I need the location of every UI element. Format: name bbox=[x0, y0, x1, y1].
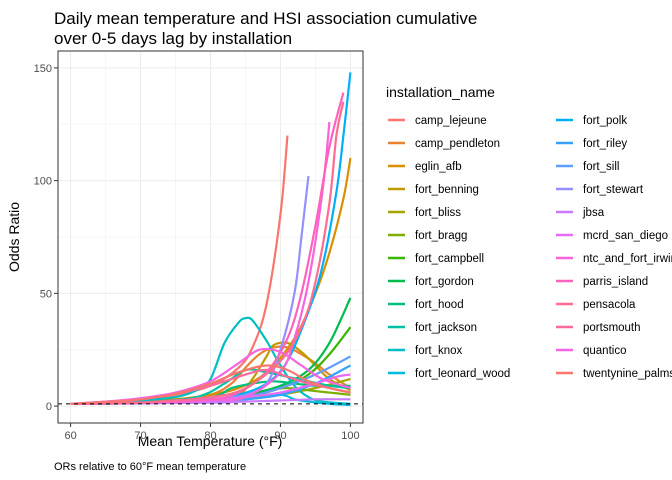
legend-label-fort_polk: fort_polk bbox=[583, 115, 627, 127]
y-tick-label: 0 bbox=[46, 401, 52, 413]
legend-label-jbsa: jbsa bbox=[582, 207, 605, 219]
legend-title: installation_name bbox=[386, 84, 495, 100]
legend-label-fort_gordon: fort_gordon bbox=[415, 276, 474, 288]
legend-label-fort_jackson: fort_jackson bbox=[415, 322, 477, 334]
x-tick-label: 70 bbox=[134, 430, 146, 442]
chart-caption: ORs relative to 60°F mean temperature bbox=[54, 461, 246, 473]
legend-label-eglin_afb: eglin_afb bbox=[415, 161, 462, 173]
legend-label-fort_campbell: fort_campbell bbox=[415, 253, 484, 265]
y-tick-label: 100 bbox=[34, 176, 52, 188]
legend-label-fort_benning: fort_benning bbox=[415, 184, 479, 196]
legend-label-fort_riley: fort_riley bbox=[583, 138, 627, 150]
legend-label-parris_island: parris_island bbox=[583, 276, 648, 288]
legend-label-ntc_and_fort_irwin: ntc_and_fort_irwin bbox=[583, 253, 672, 265]
legend-label-camp_lejeune: camp_lejeune bbox=[415, 115, 487, 127]
legend: camp_lejeune camp_pendleton eglin_afb fort_… bbox=[388, 115, 672, 380]
legend-label-fort_leonard_wood: fort_leonard_wood bbox=[415, 368, 510, 380]
chart-title: Daily mean temperature and HSI associati… bbox=[54, 9, 477, 28]
series-line-fort_knox bbox=[70, 316, 351, 405]
x-tick-label: 100 bbox=[341, 430, 359, 442]
legend-label-fort_bragg: fort_bragg bbox=[415, 230, 467, 242]
legend-label-mcrd_san_diego: mcrd_san_diego bbox=[583, 230, 668, 242]
axis-ticks: 60 70 80 90 100 0 50 100 150 bbox=[34, 63, 360, 442]
x-tick-label: 80 bbox=[204, 430, 216, 442]
legend-label-quantico: quantico bbox=[583, 345, 626, 357]
x-tick-label: 60 bbox=[64, 430, 76, 442]
x-axis-title: Mean Temperature (°F) bbox=[138, 433, 283, 449]
legend-label-fort_sill: fort_sill bbox=[583, 161, 619, 173]
chart-subtitle: over 0-5 days lag by installation bbox=[54, 29, 292, 48]
legend-label-fort_knox: fort_knox bbox=[415, 345, 463, 357]
series-lines bbox=[70, 72, 352, 407]
legend-label-portsmouth: portsmouth bbox=[583, 322, 641, 334]
legend-label-camp_pendleton: camp_pendleton bbox=[415, 138, 500, 150]
legend-label-fort_bliss: fort_bliss bbox=[415, 207, 461, 219]
series-line-twentynine_palms bbox=[70, 364, 351, 405]
x-tick-label: 90 bbox=[274, 430, 286, 442]
y-tick-label: 50 bbox=[40, 288, 52, 300]
legend-label-pensacola: pensacola bbox=[583, 299, 636, 311]
y-axis-title: Odds Ratio bbox=[6, 202, 22, 272]
legend-label-fort_stewart: fort_stewart bbox=[583, 184, 644, 196]
y-tick-label: 150 bbox=[34, 63, 52, 75]
legend-label-fort_hood: fort_hood bbox=[415, 299, 464, 311]
legend-label-twentynine_palms: twentynine_palms bbox=[583, 368, 672, 380]
series-line-pensacola bbox=[70, 101, 345, 405]
